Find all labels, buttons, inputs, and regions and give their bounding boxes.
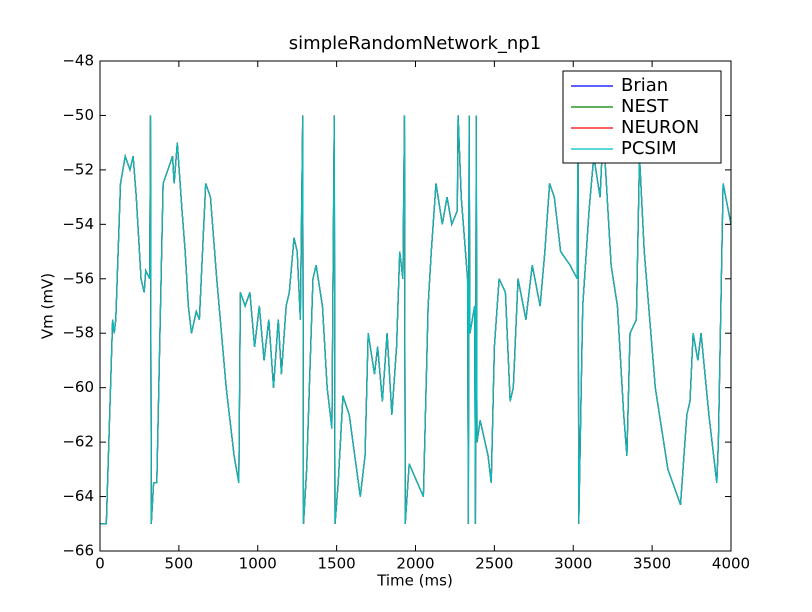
y-tick-label: −66 [62, 542, 94, 560]
x-tick-label: 4000 [712, 555, 750, 573]
x-tick-label: 2500 [475, 555, 513, 573]
legend-label: Brian [621, 75, 668, 96]
y-tick-label: −48 [62, 52, 94, 70]
legend-label: NEURON [621, 117, 699, 138]
y-tick-label: −64 [62, 487, 94, 505]
y-tick-label: −50 [62, 106, 94, 124]
x-tick-label: 2000 [396, 555, 434, 573]
y-tick-label: −62 [62, 433, 94, 451]
x-axis-label: Time (ms) [376, 572, 453, 590]
y-tick-label: −52 [62, 160, 94, 178]
x-tick-label: 3000 [554, 555, 592, 573]
chart-title: simpleRandomNetwork_np1 [289, 33, 541, 54]
x-tick-label: 0 [95, 555, 105, 573]
x-tick-label: 3500 [633, 555, 671, 573]
y-axis-label: Vm (mV) [39, 273, 57, 339]
legend-label: PCSIM [621, 138, 677, 159]
y-tick-label: −60 [62, 378, 94, 396]
y-tick-label: −54 [62, 215, 94, 233]
x-tick-label: 1500 [318, 555, 356, 573]
x-tick-label: 1000 [239, 555, 277, 573]
legend-label: NEST [621, 96, 669, 117]
y-tick-label: −58 [62, 324, 94, 342]
y-tick-label: −56 [62, 269, 94, 287]
x-tick-label: 500 [165, 555, 194, 573]
series-line [100, 115, 731, 525]
